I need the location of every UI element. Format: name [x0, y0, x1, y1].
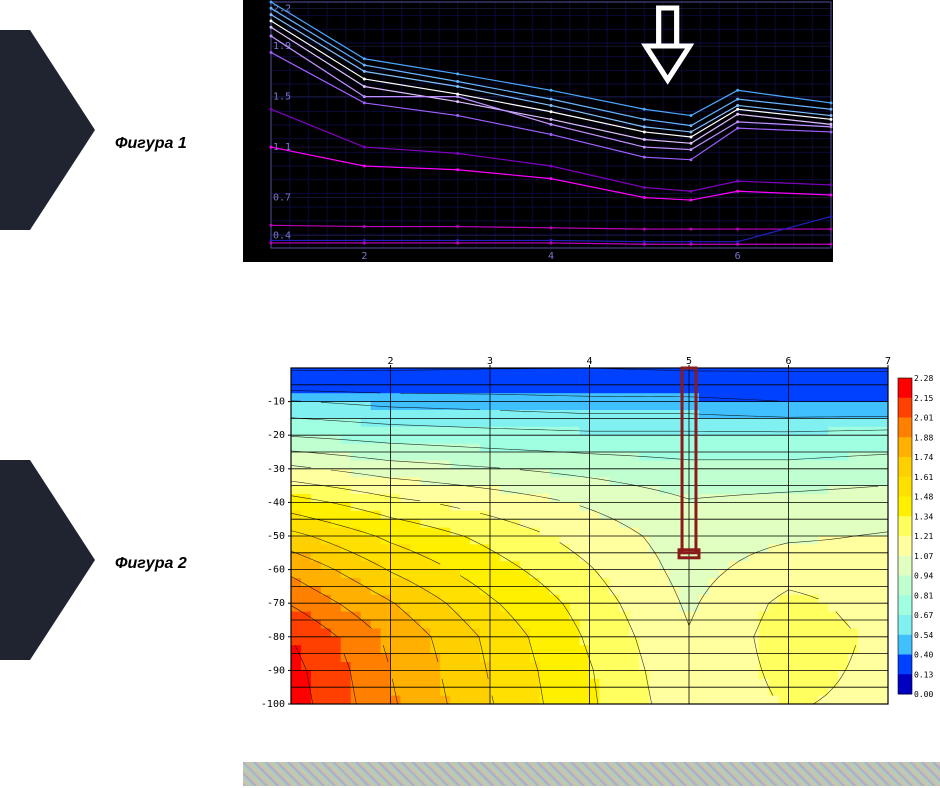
svg-text:-20: -20 [267, 430, 285, 441]
svg-text:-40: -40 [267, 497, 285, 508]
svg-text:0.13: 0.13 [914, 670, 933, 679]
noise-strip [243, 762, 940, 786]
svg-text:-100: -100 [261, 699, 285, 710]
figure2-chart: 234567-10-20-30-40-50-60-70-80-90-1002.2… [243, 350, 940, 710]
svg-text:1.5: 1.5 [273, 92, 291, 103]
svg-text:0.40: 0.40 [914, 651, 933, 660]
svg-text:6: 6 [735, 251, 741, 262]
svg-text:1.74: 1.74 [914, 453, 933, 462]
figure1-chart: 2.21.91.51.10.70.4246 [243, 0, 833, 262]
svg-text:-30: -30 [267, 464, 285, 475]
svg-text:1.61: 1.61 [914, 473, 933, 482]
svg-text:0.54: 0.54 [914, 631, 933, 640]
svg-text:1.48: 1.48 [914, 493, 933, 502]
svg-text:-50: -50 [267, 531, 285, 542]
svg-text:-90: -90 [267, 665, 285, 676]
svg-text:-80: -80 [267, 632, 285, 643]
svg-text:0.94: 0.94 [914, 572, 933, 581]
fig1-marker [0, 30, 220, 230]
svg-text:2.01: 2.01 [914, 414, 933, 423]
svg-text:-10: -10 [267, 397, 285, 408]
svg-text:0.67: 0.67 [914, 611, 933, 620]
svg-text:1.21: 1.21 [914, 532, 933, 541]
svg-text:1.34: 1.34 [914, 512, 933, 521]
pentagon-icon [0, 460, 110, 660]
fig1-label: Фигура 1 [115, 135, 187, 153]
svg-text:4: 4 [548, 251, 554, 262]
svg-text:0.4: 0.4 [273, 230, 291, 241]
svg-text:2.15: 2.15 [914, 394, 933, 403]
svg-text:1.07: 1.07 [914, 552, 933, 561]
fig2-marker [0, 460, 220, 660]
fig2-label: Фигура 2 [115, 555, 187, 573]
svg-text:0.00: 0.00 [914, 690, 933, 699]
svg-text:2: 2 [361, 251, 367, 262]
svg-text:2.28: 2.28 [914, 374, 933, 383]
svg-text:0.81: 0.81 [914, 591, 933, 600]
pentagon-icon [0, 30, 110, 230]
svg-text:0.7: 0.7 [273, 193, 291, 204]
svg-text:-60: -60 [267, 565, 285, 576]
svg-text:-70: -70 [267, 598, 285, 609]
svg-text:1.88: 1.88 [914, 433, 933, 442]
